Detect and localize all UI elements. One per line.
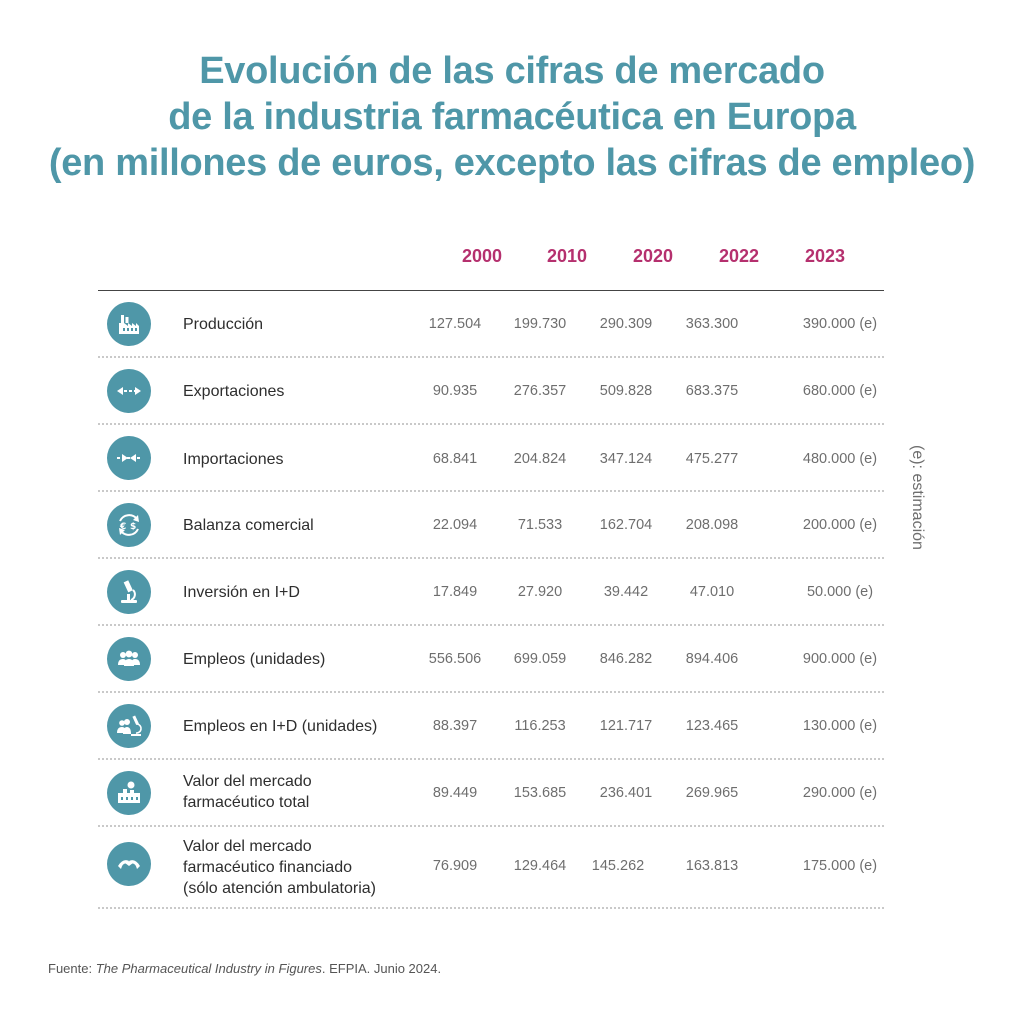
cell-2010: 699.059 xyxy=(513,651,567,667)
cell-2000: 88.397 xyxy=(432,718,478,734)
cell-2022: 123.465 xyxy=(685,718,739,734)
cell-2010: 27.920 xyxy=(517,584,563,600)
cell-2000: 556.506 xyxy=(428,651,482,667)
table-row: € $ Balanza comercial 22.094 71.533 162.… xyxy=(98,492,884,559)
cell-2023: 480.000 (e) xyxy=(802,451,878,467)
cell-2022: 683.375 xyxy=(685,383,739,399)
cell-2023: 900.000 (e) xyxy=(802,651,878,667)
cell-2022: 208.098 xyxy=(685,517,739,533)
table-row: Empleos (unidades) 556.506 699.059 846.2… xyxy=(98,626,884,693)
cell-2023: 200.000 (e) xyxy=(802,517,878,533)
estimation-note: (e): estimación xyxy=(909,445,926,550)
cell-2010: 71.533 xyxy=(517,517,563,533)
cell-2020: 347.124 xyxy=(599,451,653,467)
row-label: Valor del mercado farmacéutico total xyxy=(183,773,312,811)
row-separator xyxy=(98,624,884,626)
cell-2023: 130.000 (e) xyxy=(802,718,878,734)
cell-2020: 145.262 xyxy=(591,858,645,874)
table-row: Producción 127.504 199.730 290.309 363.3… xyxy=(98,291,884,358)
people-icon xyxy=(107,637,151,681)
cell-2020: 509.828 xyxy=(599,383,653,399)
row-label: Importaciones xyxy=(183,451,284,468)
microscope-icon xyxy=(107,570,151,614)
year-header-2022: 2022 xyxy=(718,246,760,266)
title-line-1: Evolución de las cifras de mercado xyxy=(199,50,825,92)
cell-2000: 22.094 xyxy=(432,517,478,533)
researchers-icon xyxy=(107,704,151,748)
year-header-2000: 2000 xyxy=(461,246,503,266)
row-separator xyxy=(98,356,884,358)
cell-2023: 390.000 (e) xyxy=(802,316,878,332)
cell-2022: 363.300 xyxy=(685,316,739,332)
table-row: Importaciones 68.841 204.824 347.124 475… xyxy=(98,425,884,492)
row-separator xyxy=(98,423,884,425)
svg-text:$: $ xyxy=(130,522,136,532)
year-header-2020: 2020 xyxy=(632,246,674,266)
row-label: Producción xyxy=(183,316,264,333)
table-row: Valor del mercado farmacéutico total 89.… xyxy=(98,760,884,827)
cell-2010: 204.824 xyxy=(513,451,567,467)
cell-2010: 153.685 xyxy=(513,785,567,801)
cell-2010: 276.357 xyxy=(513,383,567,399)
cell-2010: 116.253 xyxy=(514,718,566,734)
cell-2022: 894.406 xyxy=(685,651,739,667)
cell-2020: 290.309 xyxy=(599,316,653,332)
cell-2020: 39.442 xyxy=(603,584,649,600)
row-label: Empleos en I+D (unidades) xyxy=(183,718,378,735)
table-row: Exportaciones 90.935 276.357 509.828 683… xyxy=(98,358,884,425)
title-line-2: de la industria farmacéutica en Europa xyxy=(168,96,856,138)
row-label: Balanza comercial xyxy=(183,517,314,534)
row-separator xyxy=(98,557,884,559)
cell-2023: 680.000 (e) xyxy=(802,383,878,399)
market-building-icon xyxy=(107,771,151,815)
source-note: Fuente: The Pharmaceutical Industry in F… xyxy=(48,961,442,976)
row-label: Valor del mercado farmacéutico financiad… xyxy=(183,838,376,897)
cell-2020: 121.717 xyxy=(599,718,653,734)
cell-2010: 199.730 xyxy=(513,316,567,332)
cell-2000: 127.504 xyxy=(428,316,482,332)
cell-2020: 846.282 xyxy=(599,651,653,667)
cell-2023: 50.000 (e) xyxy=(806,584,874,600)
row-label: Exportaciones xyxy=(183,383,285,400)
cell-2010: 129.464 xyxy=(513,858,567,874)
year-header-2023: 2023 xyxy=(804,246,846,266)
export-arrows-icon xyxy=(107,369,151,413)
currency-exchange-icon: € $ xyxy=(107,503,151,547)
cell-2000: 68.841 xyxy=(432,451,478,467)
cell-2000: 90.935 xyxy=(432,383,478,399)
row-separator xyxy=(98,691,884,693)
cell-2000: 76.909 xyxy=(432,858,478,874)
factory-icon xyxy=(107,302,151,346)
svg-text:€: € xyxy=(119,522,126,532)
cell-2022: 163.813 xyxy=(685,858,739,874)
title-line-3: (en millones de euros, excepto las cifra… xyxy=(48,142,976,184)
row-separator xyxy=(98,825,884,827)
page-title: Evolución de las cifras de mercado de la… xyxy=(0,48,1024,186)
cell-2023: 290.000 (e) xyxy=(802,785,878,801)
table-row: Empleos en I+D (unidades) 88.397 116.253… xyxy=(98,693,884,760)
row-label: Empleos (unidades) xyxy=(183,651,326,668)
header-rule xyxy=(98,290,884,291)
table-row: Valor del mercado farmacéutico financiad… xyxy=(98,827,884,909)
row-separator xyxy=(98,490,884,492)
table-row: Inversión en I+D 17.849 27.920 39.442 47… xyxy=(98,559,884,626)
import-arrows-icon xyxy=(107,436,151,480)
cell-2022: 47.010 xyxy=(689,584,735,600)
row-label: Inversión en I+D xyxy=(183,584,300,601)
year-header-2010: 2010 xyxy=(546,246,588,266)
cell-2022: 269.965 xyxy=(685,785,739,801)
row-separator xyxy=(98,758,884,760)
cell-2020: 162.704 xyxy=(599,517,653,533)
row-separator xyxy=(98,907,884,909)
cell-2023: 175.000 (e) xyxy=(802,858,878,874)
cell-2000: 17.849 xyxy=(432,584,478,600)
hands-icon xyxy=(107,842,151,886)
cell-2022: 475.277 xyxy=(685,451,739,467)
cell-2000: 89.449 xyxy=(432,785,478,801)
cell-2020: 236.401 xyxy=(599,785,653,801)
